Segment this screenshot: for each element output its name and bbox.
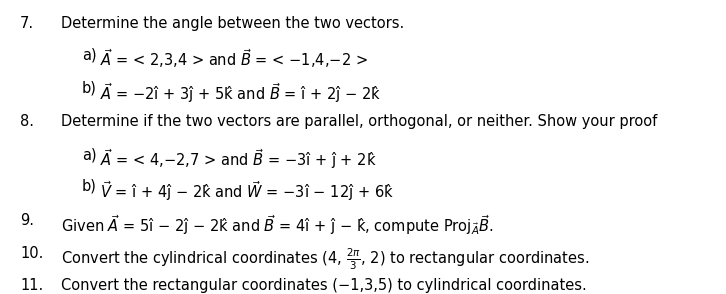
Text: $\vec{A}$ = −2î + 3ĵ + 5k̂ and $\vec{B}$ = î + 2ĵ − 2k̂: $\vec{A}$ = −2î + 3ĵ + 5k̂ and $\vec{B}$… [99, 81, 380, 105]
Text: 7.: 7. [20, 16, 34, 31]
Text: Determine the angle between the two vectors.: Determine the angle between the two vect… [60, 16, 404, 31]
Text: Determine if the two vectors are parallel, orthogonal, or neither. Show your pro: Determine if the two vectors are paralle… [60, 114, 657, 129]
Text: $\vec{V}$ = î + 4ĵ − 2k̂ and $\vec{W}$ = −3î − 12ĵ + 6k̂: $\vec{V}$ = î + 4ĵ − 2k̂ and $\vec{W}$ =… [99, 179, 393, 203]
Text: b): b) [82, 81, 97, 96]
Text: 9.: 9. [20, 213, 34, 228]
Text: 8.: 8. [20, 114, 34, 129]
Text: Given $\vec{A}$ = 5î − 2ĵ − 2k̂ and $\vec{B}$ = 4î + ĵ − k̂, compute Proj$_{\vec: Given $\vec{A}$ = 5î − 2ĵ − 2k̂ and $\ve… [60, 213, 493, 237]
Text: $\vec{A}$ = < 2,3,4 > and $\vec{B}$ = < −1,4,−2 >: $\vec{A}$ = < 2,3,4 > and $\vec{B}$ = < … [99, 48, 367, 71]
Text: Convert the rectangular coordinates (−1,3,5) to cylindrical coordinates.: Convert the rectangular coordinates (−1,… [60, 278, 587, 293]
Text: 10.: 10. [20, 246, 44, 261]
Text: 11.: 11. [20, 278, 44, 293]
Text: Convert the cylindrical coordinates (4, $\frac{2\pi}{3}$, 2) to rectangular coor: Convert the cylindrical coordinates (4, … [60, 246, 589, 272]
Text: a): a) [82, 147, 97, 162]
Text: a): a) [82, 48, 97, 63]
Text: b): b) [82, 179, 97, 194]
Text: $\vec{A}$ = < 4,−2,7 > and $\vec{B}$ = −3î + ĵ + 2k̂: $\vec{A}$ = < 4,−2,7 > and $\vec{B}$ = −… [99, 147, 376, 171]
